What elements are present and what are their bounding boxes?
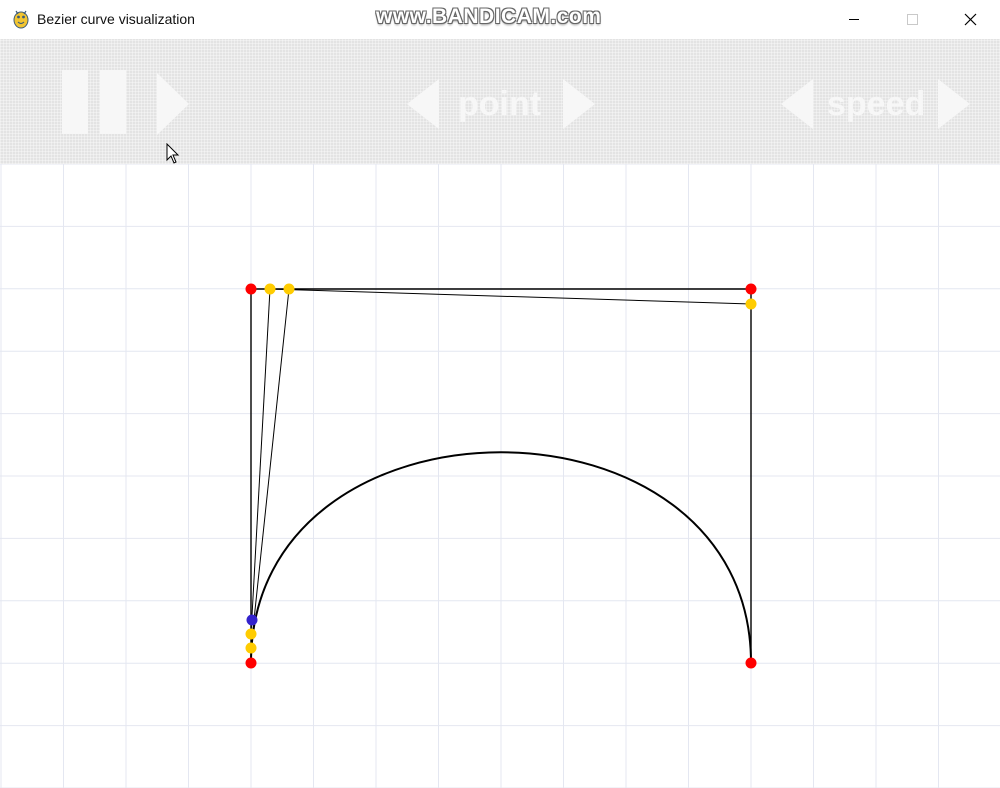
close-button[interactable] [942,0,1000,39]
intermediate-point [745,298,757,310]
curve-point [246,614,258,626]
intermediate-point [245,628,257,640]
construction-line [250,288,271,635]
python-app-icon [13,10,29,29]
construction-line [269,288,752,305]
construction-line [250,288,290,649]
window-titlebar: Bezier curve visualization www.BANDICAM.… [0,0,1000,39]
bezier-canvas[interactable] [0,164,1000,788]
control-point[interactable] [745,283,757,295]
bezier-curve [250,451,752,664]
maximize-icon [907,14,918,25]
toolbar: point speed [0,39,1000,164]
grid [0,164,1000,788]
minimize-button[interactable] [826,0,884,39]
point-label: point [458,85,542,123]
pause-icon[interactable] [62,70,128,134]
intermediate-point [264,283,276,295]
window-title: Bezier curve visualization [37,11,195,27]
recorder-watermark: www.BANDICAM.com [376,5,602,28]
close-icon [964,13,977,26]
point-next-arrow-right-icon[interactable] [563,79,597,129]
control-point[interactable] [245,283,257,295]
speed-next-arrow-right-icon[interactable] [938,79,972,129]
control-polygon [250,288,752,663]
point-prev-arrow-left-icon[interactable] [407,79,441,129]
control-point[interactable] [245,657,257,669]
minimize-icon [849,19,859,20]
maximize-button[interactable] [884,0,942,39]
speed-prev-arrow-left-icon[interactable] [781,79,815,129]
mouse-cursor-icon [166,143,180,164]
speed-label: speed [827,85,926,123]
control-point[interactable] [745,657,757,669]
play-icon[interactable] [157,73,191,135]
intermediate-point [245,642,257,654]
intermediate-point [283,283,295,295]
